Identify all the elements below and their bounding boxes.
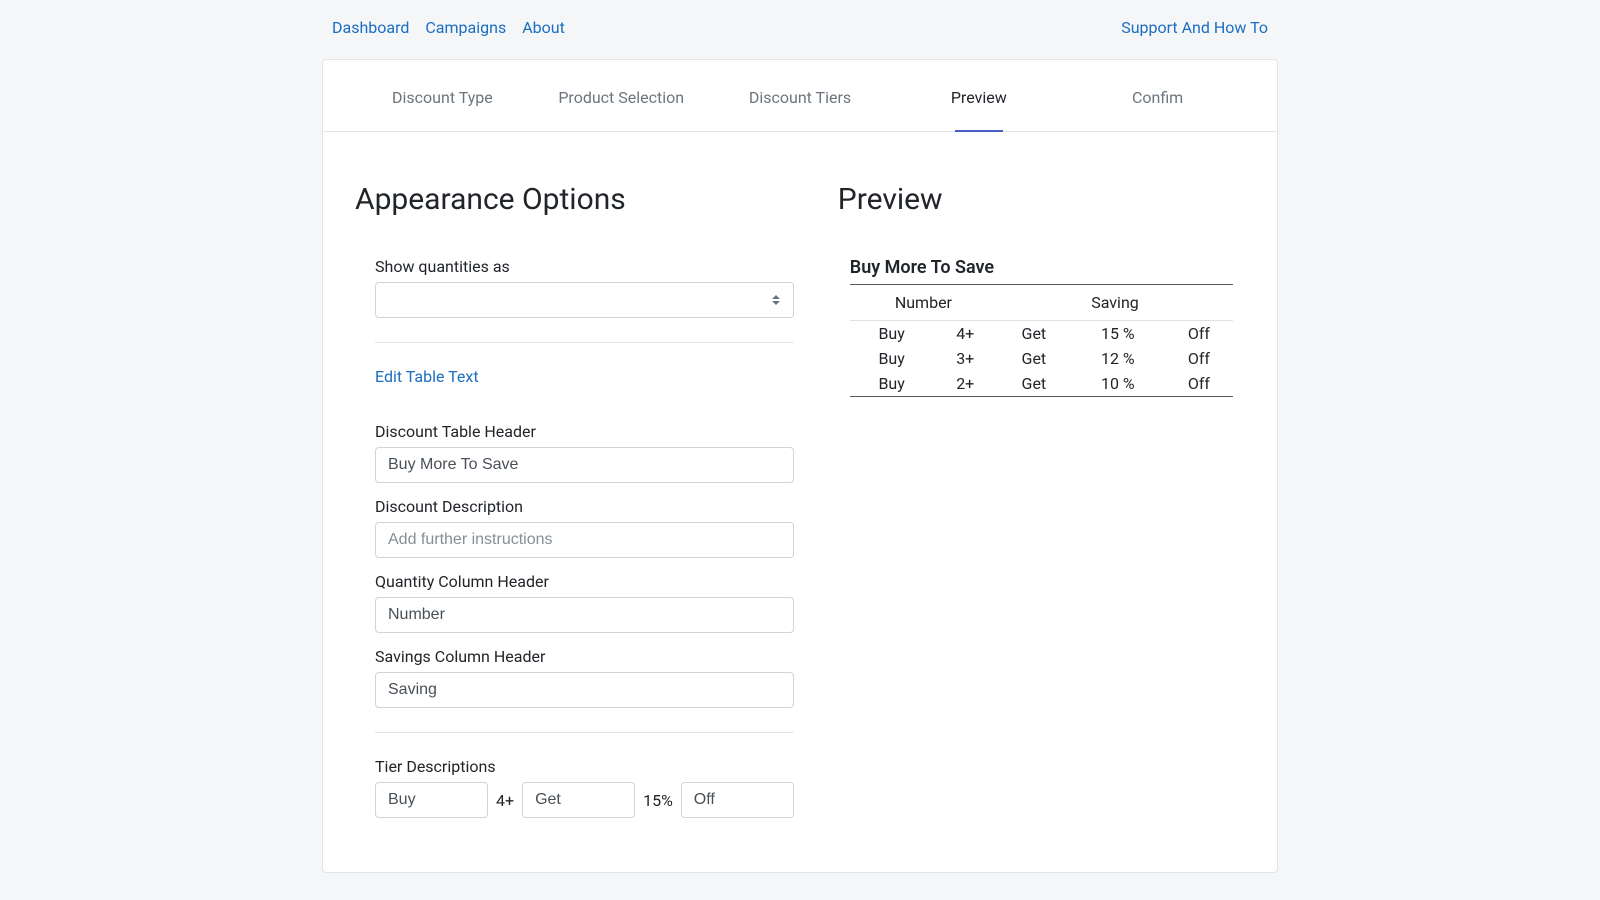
preview-table-title: Buy More To Save <box>850 257 1233 278</box>
cell-pct: 10 % <box>1071 371 1165 397</box>
top-nav-left: Dashboard Campaigns About <box>332 18 565 37</box>
divider-2 <box>375 732 794 733</box>
tab-confirm[interactable]: Confim <box>1068 60 1247 131</box>
preview-table: Number Saving Buy 4+ Get 15 % Off <box>850 284 1233 397</box>
quantity-column-header-input[interactable] <box>375 597 794 633</box>
preview-table-header-row: Number Saving <box>850 285 1233 321</box>
cell-get: Get <box>997 346 1071 371</box>
cell-off: Off <box>1165 346 1233 371</box>
show-quantities-select[interactable] <box>375 282 794 318</box>
divider-1 <box>375 342 794 343</box>
tab-discount-tiers[interactable]: Discount Tiers <box>711 60 890 131</box>
quantity-column-header-label: Quantity Column Header <box>375 572 794 591</box>
cell-buy: Buy <box>850 321 934 347</box>
preview-panel: Preview Buy More To Save Number Saving B… <box>826 182 1257 832</box>
cell-buy: Buy <box>850 346 934 371</box>
top-nav-right: Support And How To <box>1121 18 1268 37</box>
table-row: Buy 2+ Get 10 % Off <box>850 371 1233 397</box>
tabs: Discount Type Product Selection Discount… <box>323 60 1277 132</box>
table-row: Buy 4+ Get 15 % Off <box>850 321 1233 347</box>
savings-column-header-label: Savings Column Header <box>375 647 794 666</box>
cell-qty: 4+ <box>933 321 997 347</box>
nav-about[interactable]: About <box>522 18 565 37</box>
tab-preview[interactable]: Preview <box>889 60 1068 131</box>
cell-off: Off <box>1165 371 1233 397</box>
tier-qty-text: 4+ <box>496 791 514 810</box>
tier-descriptions-group: Tier Descriptions 4+ 15% <box>375 757 794 818</box>
cell-qty: 2+ <box>933 371 997 397</box>
preview-col-saving: Saving <box>997 285 1233 321</box>
tier-get-input[interactable] <box>522 782 635 818</box>
cell-pct: 15 % <box>1071 321 1165 347</box>
edit-table-text-link[interactable]: Edit Table Text <box>375 367 794 386</box>
appearance-options: Appearance Options Show quantities as Ed… <box>343 182 826 832</box>
tier-descriptions-label: Tier Descriptions <box>375 757 794 776</box>
discount-table-header-input[interactable] <box>375 447 794 483</box>
tier-off-input[interactable] <box>681 782 794 818</box>
savings-column-header-group: Savings Column Header <box>375 647 794 708</box>
tier-pct-text: 15% <box>643 791 673 810</box>
nav-dashboard[interactable]: Dashboard <box>332 18 409 37</box>
preview-table-body: Buy 4+ Get 15 % Off Buy 3+ Get 12 % Off <box>850 321 1233 397</box>
discount-table-header-group: Discount Table Header <box>375 422 794 483</box>
tier-row: 4+ 15% <box>375 782 794 818</box>
nav-campaigns[interactable]: Campaigns <box>425 18 506 37</box>
show-quantities-group: Show quantities as <box>375 257 794 318</box>
show-quantities-label: Show quantities as <box>375 257 794 276</box>
nav-support[interactable]: Support And How To <box>1121 18 1268 37</box>
cell-buy: Buy <box>850 371 934 397</box>
tier-buy-input[interactable] <box>375 782 488 818</box>
tab-product-selection[interactable]: Product Selection <box>532 60 711 131</box>
savings-column-header-input[interactable] <box>375 672 794 708</box>
content: Appearance Options Show quantities as Ed… <box>323 132 1277 872</box>
discount-description-input[interactable] <box>375 522 794 558</box>
main-card: Discount Type Product Selection Discount… <box>322 59 1278 873</box>
preview-col-number: Number <box>850 285 997 321</box>
appearance-heading: Appearance Options <box>355 182 814 217</box>
table-row: Buy 3+ Get 12 % Off <box>850 346 1233 371</box>
show-quantities-select-wrapper <box>375 282 794 318</box>
appearance-form: Show quantities as Edit Table Text Disco… <box>355 257 814 818</box>
top-nav: Dashboard Campaigns About Support And Ho… <box>322 0 1278 59</box>
cell-pct: 12 % <box>1071 346 1165 371</box>
preview-wrap: Buy More To Save Number Saving Buy 4+ Ge… <box>838 257 1245 397</box>
cell-get: Get <box>997 321 1071 347</box>
discount-table-header-label: Discount Table Header <box>375 422 794 441</box>
quantity-column-header-group: Quantity Column Header <box>375 572 794 633</box>
cell-qty: 3+ <box>933 346 997 371</box>
discount-description-group: Discount Description <box>375 497 794 558</box>
tab-discount-type[interactable]: Discount Type <box>353 60 532 131</box>
preview-heading: Preview <box>838 182 1245 217</box>
cell-off: Off <box>1165 321 1233 347</box>
cell-get: Get <box>997 371 1071 397</box>
discount-description-label: Discount Description <box>375 497 794 516</box>
